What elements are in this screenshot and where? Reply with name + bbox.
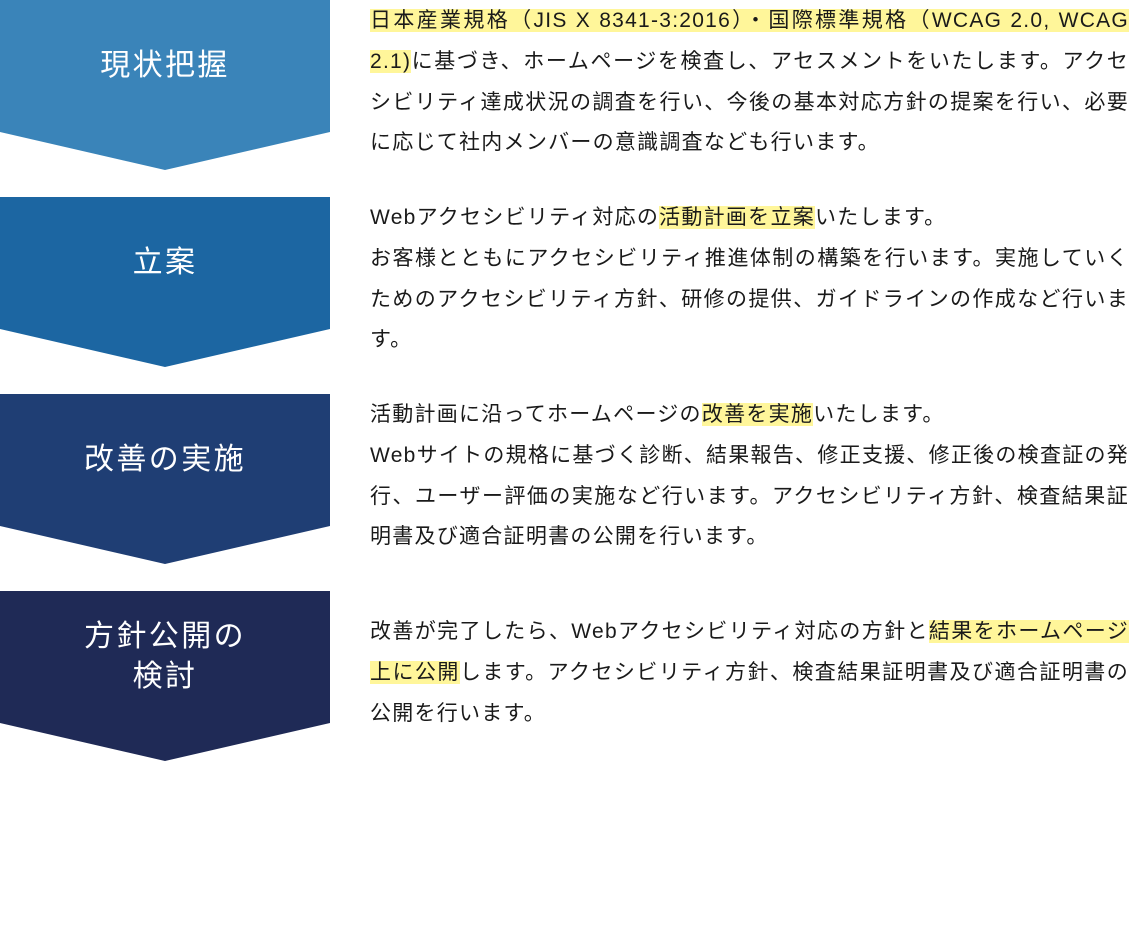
step-description-text: Webアクセシビリティ対応の活動計画を立案いたします。お客様とともにアクセシビリ… (370, 198, 1129, 362)
highlighted-text: 改善を実施 (702, 403, 813, 426)
process-flow: 現状把握 日本産業規格（JIS X 8341-3:2016）・国際標準規格（WCA… (0, 0, 1129, 756)
step-description: 日本産業規格（JIS X 8341-3:2016）・国際標準規格（WCAG 2.… (330, 0, 1129, 165)
step-title: 現状把握 (82, 46, 248, 87)
step-title: 改善の実施 (66, 440, 264, 481)
step-title: 立案 (115, 243, 216, 284)
arrow-wrap: 方針公開の検討 (0, 591, 330, 756)
highlighted-text: 活動計画を立案 (659, 206, 815, 229)
step-description: Webアクセシビリティ対応の活動計画を立案いたします。お客様とともにアクセシビリ… (330, 197, 1129, 362)
arrow-rect: 改善の実施 (0, 394, 330, 526)
arrow-box: 立案 (0, 197, 330, 362)
process-step: 改善の実施 活動計画に沿ってホームページの改善を実施いたします。Webサイトの規格… (0, 394, 1129, 559)
step-description: 活動計画に沿ってホームページの改善を実施いたします。Webサイトの規格に基づく診… (330, 394, 1129, 559)
arrow-rect: 現状把握 (0, 0, 330, 132)
process-step: 現状把握 日本産業規格（JIS X 8341-3:2016）・国際標準規格（WCA… (0, 0, 1129, 165)
arrow-rect: 方針公開の検討 (0, 591, 330, 723)
step-description-text: 改善が完了したら、Webアクセシビリティ対応の方針と結果をホームページ上に公開し… (370, 612, 1129, 735)
arrow-wrap: 現状把握 (0, 0, 330, 165)
chevron-down-icon (0, 723, 330, 761)
process-step: 立案 Webアクセシビリティ対応の活動計画を立案いたします。お客様とともにアクセシ… (0, 197, 1129, 362)
highlighted-text: 結果をホームページ上に公開 (370, 620, 1129, 684)
chevron-down-icon (0, 132, 330, 170)
step-description-text: 活動計画に沿ってホームページの改善を実施いたします。Webサイトの規格に基づく診… (370, 395, 1129, 559)
arrow-wrap: 改善の実施 (0, 394, 330, 559)
step-title: 方針公開の検討 (66, 617, 264, 698)
arrow-wrap: 立案 (0, 197, 330, 362)
arrow-box: 現状把握 (0, 0, 330, 165)
process-step: 方針公開の検討 改善が完了したら、Webアクセシビリティ対応の方針と結果をホームペ… (0, 591, 1129, 756)
arrow-rect: 立案 (0, 197, 330, 329)
highlighted-text: 日本産業規格（JIS X 8341-3:2016）・国際標準規格（WCAG 2.… (370, 9, 1129, 73)
arrow-box: 改善の実施 (0, 394, 330, 559)
chevron-down-icon (0, 526, 330, 564)
arrow-box: 方針公開の検討 (0, 591, 330, 756)
step-description-text: 日本産業規格（JIS X 8341-3:2016）・国際標準規格（WCAG 2.… (370, 1, 1129, 165)
step-description: 改善が完了したら、Webアクセシビリティ対応の方針と結果をホームページ上に公開し… (330, 591, 1129, 756)
chevron-down-icon (0, 329, 330, 367)
